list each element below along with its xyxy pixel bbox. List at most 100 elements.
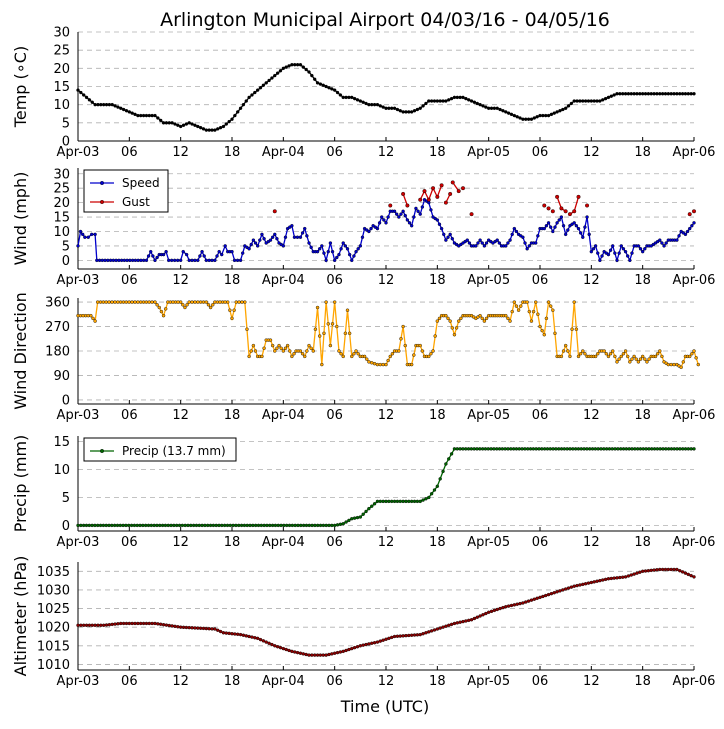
temp-data-point	[575, 99, 579, 103]
precip-xtick-label: 18	[224, 535, 241, 550]
wind-data-point	[352, 254, 356, 258]
precip-data-point	[107, 523, 111, 528]
direction-data-point	[211, 303, 215, 307]
wind-gust-point	[687, 212, 692, 217]
wind-data-point	[309, 245, 313, 250]
wind-data-point	[247, 247, 251, 251]
precip-data-point	[310, 523, 314, 528]
precip-data-point	[435, 484, 440, 488]
wind-data-point	[525, 247, 529, 251]
wind-data-point	[692, 221, 696, 225]
direction-data-point	[155, 303, 159, 307]
direction-data-point	[619, 354, 623, 359]
wind-data-point	[495, 238, 499, 242]
direction-xtick-label: 06	[121, 408, 138, 423]
wind-gust-point	[567, 212, 572, 217]
precip-data-point	[412, 499, 417, 504]
panel-temp: 0 5 10 15 20 25 30 Apr-03 06 12 18 Apr-04 06 12 18 Apr-…	[11, 26, 715, 161]
altimeter-ytick-label: 1010	[37, 658, 70, 673]
wind-data-point	[343, 244, 348, 248]
wind-data-point	[587, 232, 591, 237]
direction-data-point	[608, 352, 613, 356]
wind-data-point	[230, 249, 234, 254]
direction-data-point	[201, 300, 206, 304]
temp-data-point	[478, 102, 482, 107]
wind-xtick-label: 12	[583, 273, 600, 288]
altimeter-data-point	[147, 621, 151, 626]
direction-data-point	[388, 354, 392, 359]
direction-data-point	[352, 352, 356, 356]
temp-ytick-label: 15	[53, 80, 70, 95]
wind-xtick-label: Apr-03	[57, 273, 100, 288]
wind-ytick-label: 20	[53, 196, 70, 211]
temp-data-point	[167, 121, 171, 125]
precip-data-point	[602, 447, 606, 451]
temp-data-point	[544, 113, 548, 118]
direction-data-point	[292, 352, 296, 356]
temp-data-point	[281, 66, 286, 71]
wind-ytick-label: 30	[53, 167, 70, 182]
direction-data-point	[378, 362, 382, 367]
temp-data-point	[121, 107, 126, 112]
wind-data-point	[298, 235, 303, 239]
altimeter-data-point	[216, 628, 220, 632]
temp-data-point	[686, 92, 690, 96]
direction-data-point	[514, 304, 519, 308]
altimeter-data-point	[307, 653, 311, 657]
direction-data-point	[375, 362, 380, 367]
wind-data-point	[300, 231, 305, 235]
direction-xtick-label: Apr-05	[467, 408, 510, 423]
wind-data-point	[141, 258, 146, 263]
direction-data-point	[621, 352, 626, 356]
precip-data-point	[234, 523, 238, 528]
wind-data-point	[130, 258, 135, 263]
precip-data-point	[248, 523, 252, 528]
precip-data-point	[265, 523, 269, 528]
precip-data-point	[384, 499, 388, 504]
precip-data-point	[166, 523, 170, 528]
precip-data-point	[540, 447, 544, 451]
direction-data-point	[544, 316, 549, 321]
temp-data-point	[187, 121, 191, 125]
temp-data-point	[409, 110, 414, 114]
wind-gust-segment	[402, 193, 408, 206]
temp-data-point	[526, 117, 531, 121]
altimeter-data-point	[178, 625, 183, 629]
temp-data-point	[692, 92, 696, 96]
temp-data-point	[438, 99, 442, 103]
direction-xtick-label: Apr-06	[673, 408, 716, 423]
precip-data-point	[503, 447, 507, 451]
temp-data-point	[327, 86, 331, 90]
direction-data-point	[101, 300, 106, 304]
precip-data-point	[664, 447, 668, 451]
precip-data-point	[191, 523, 196, 528]
altimeter-data-point	[161, 622, 166, 627]
altimeter-data-point	[298, 651, 303, 655]
precip-data-point	[259, 523, 264, 528]
altimeter-data-point	[381, 638, 385, 642]
altimeter-data-point	[198, 626, 203, 630]
temp-data-point	[541, 113, 545, 118]
altimeter-data-point	[678, 568, 682, 573]
altimeter-data-point	[544, 593, 548, 598]
altimeter-data-point	[187, 625, 191, 630]
temp-data-point	[683, 92, 688, 96]
temp-data-point	[161, 121, 166, 125]
precip-data-point	[506, 447, 510, 451]
altimeter-data-point	[521, 601, 525, 605]
precip-data-point	[220, 523, 224, 528]
temp-data-point	[107, 102, 112, 107]
precip-data-point	[652, 447, 657, 451]
altimeter-data-point	[355, 645, 360, 649]
temp-data-point	[293, 62, 297, 67]
temp-data-point	[509, 112, 514, 117]
altimeter-data-point	[133, 621, 137, 626]
temp-data-point	[586, 99, 591, 103]
direction-data-point	[93, 319, 97, 323]
altimeter-data-point	[612, 576, 616, 580]
wind-data-point	[416, 209, 420, 213]
temp-data-point	[649, 92, 653, 96]
wind-data-point	[409, 224, 414, 228]
precip-data-point	[630, 447, 634, 451]
precip-data-point	[214, 523, 218, 528]
